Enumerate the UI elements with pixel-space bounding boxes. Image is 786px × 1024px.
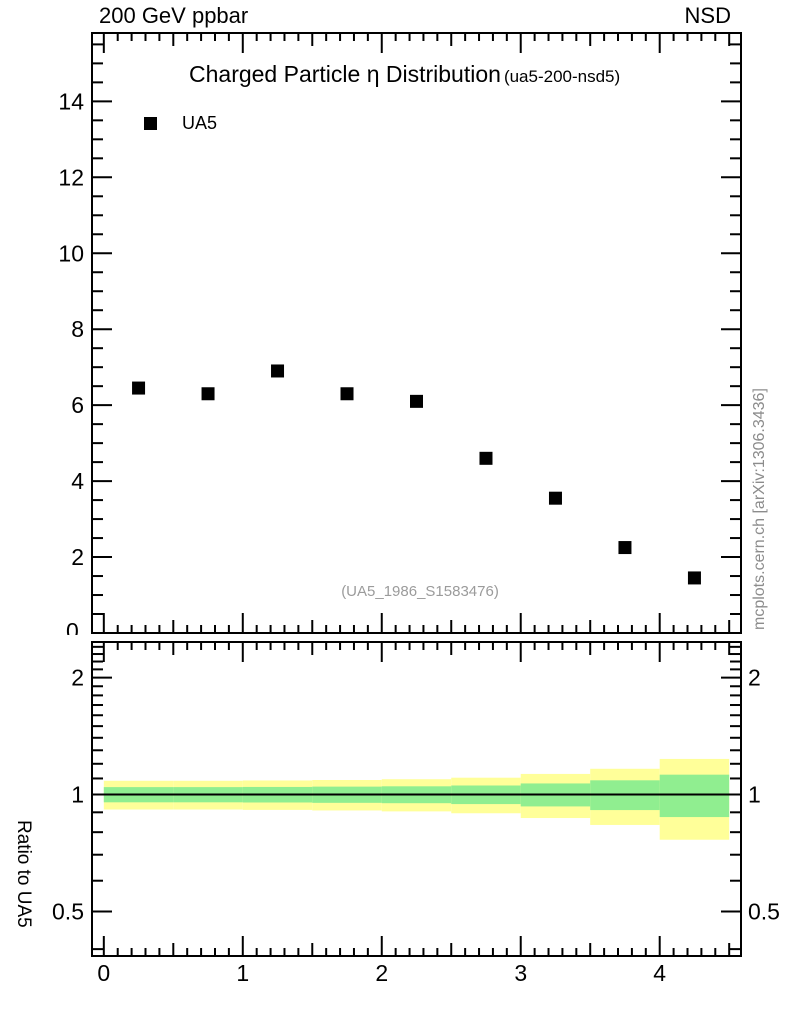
shared-x-axis: 0 1 2 3 4 <box>97 33 731 986</box>
ua5-data-points <box>132 364 701 585</box>
ratio-plot-frame <box>91 641 742 957</box>
data-point <box>410 394 423 408</box>
axis-tick-label: 1 <box>236 960 249 986</box>
data-point <box>132 381 146 395</box>
data-point <box>201 387 215 401</box>
event-class-label: NSD <box>684 3 731 28</box>
plot-title: Charged Particle η Distribution <box>189 61 501 87</box>
main-y-axis: 2 4 6 8 10 12 14 <box>58 43 741 634</box>
axis-tick-label: 14 <box>58 88 84 114</box>
axis-tick-label: 0.5 <box>52 898 84 924</box>
main-plot-frame <box>91 32 742 634</box>
axis-tick-label: 2 <box>71 544 84 570</box>
axis-tick-label: 2 <box>71 665 84 691</box>
axis-tick-label: 2 <box>375 960 388 986</box>
ratio-uncertainty-bands <box>103 758 730 840</box>
main-y-zero-label: 0 <box>66 622 79 635</box>
plot-title-row: Charged Particle η Distribution (ua5-200… <box>189 61 620 88</box>
axis-tick-label: 4 <box>71 468 84 494</box>
ua5-square-marker-icon <box>144 117 157 130</box>
axis-tick-label: 8 <box>71 316 84 342</box>
axis-tick-label: 3 <box>514 960 527 986</box>
data-uncertainty-inner-bin <box>659 774 730 818</box>
analysis-id-watermark: (UA5_1986_S1583476) <box>341 583 499 600</box>
ratio-axis-title: Ratio to UA5 <box>13 820 34 928</box>
ratio-y-axis: 0.5 0.5 1 1 2 2 <box>52 645 780 951</box>
data-point <box>340 387 354 401</box>
mcplots-attribution-text: mcplots.cern.ch [arXiv:1306.3436] <box>751 388 768 630</box>
axis-tick-label: 2 <box>748 665 761 691</box>
axis-tick-label: 10 <box>58 240 84 266</box>
axis-tick-label: 0.5 <box>748 898 780 924</box>
axis-tick-label: 0 <box>97 960 110 986</box>
beam-energy-label: 200 GeV ppbar <box>99 3 249 28</box>
axis-tick-label: 4 <box>653 960 666 986</box>
plot-title-suffix: (ua5-200-nsd5) <box>503 67 621 86</box>
axis-tick-label: 6 <box>71 392 84 418</box>
data-point <box>271 364 285 378</box>
axis-tick-label: 12 <box>58 164 84 190</box>
data-point <box>618 541 632 555</box>
data-point <box>687 571 701 585</box>
axis-tick-label: 1 <box>748 782 761 808</box>
data-point <box>479 451 493 465</box>
data-point <box>548 491 562 505</box>
axis-tick-label: 1 <box>71 782 84 808</box>
legend-label-ua5: UA5 <box>182 113 218 133</box>
